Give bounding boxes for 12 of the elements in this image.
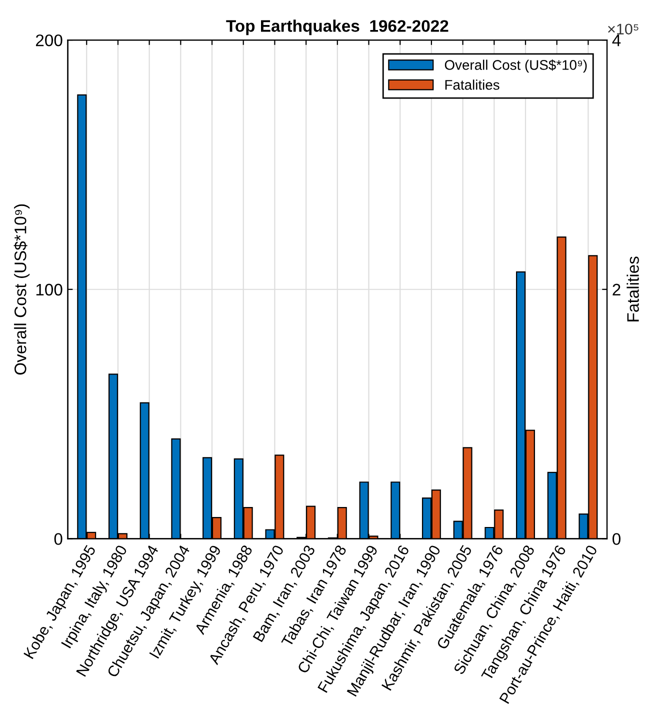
legend-label: Overall Cost (US$*10⁹) [444, 59, 587, 73]
text: ×10⁵ [608, 24, 638, 35]
y2-tick-label: 0 [612, 533, 620, 545]
y-tick-label: 200 [36, 34, 62, 46]
y-tick-label: 0 [54, 533, 62, 545]
legend-label: Fatalities [445, 80, 500, 90]
chart-title: Top Earthquakes 1962-2022 [226, 20, 448, 36]
y2-tick-label: 2 [612, 284, 620, 296]
y-tick-label: 100 [36, 284, 62, 296]
y-axis-title: Overall Cost (US$*10⁹) [14, 204, 30, 375]
y2-axis-title: Fatalities [626, 256, 639, 322]
y2-tick-label: 4 [612, 34, 621, 46]
